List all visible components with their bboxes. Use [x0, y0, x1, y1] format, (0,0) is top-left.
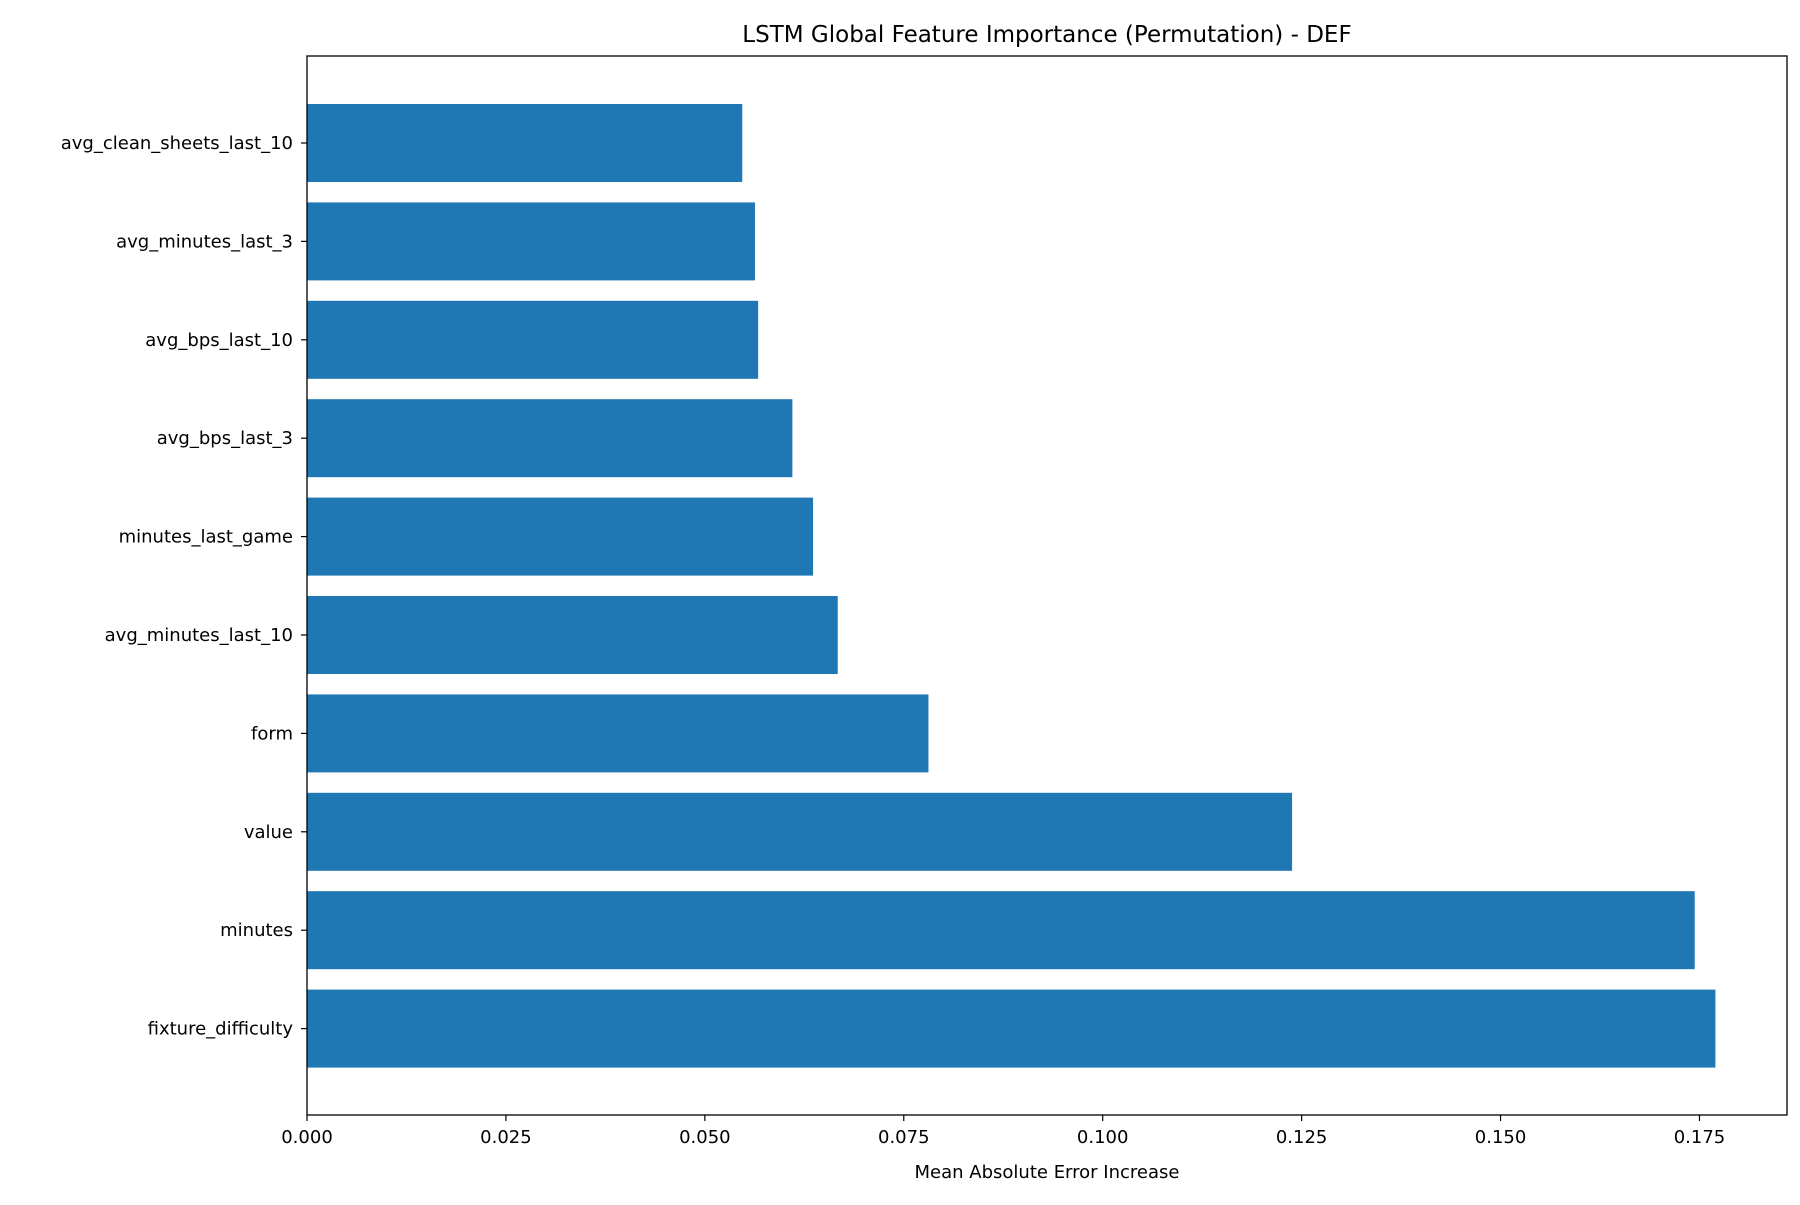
bar-form — [307, 694, 929, 773]
bar-avg_clean_sheets_last_10 — [307, 104, 743, 182]
chart-title: LSTM Global Feature Importance (Permutat… — [742, 22, 1351, 48]
x-tick-label: 0.150 — [1475, 1127, 1527, 1148]
y-axis-ticks: avg_clean_sheets_last_10 avg_minutes_last… — [61, 133, 307, 1040]
x-tick-label: 0.100 — [1077, 1127, 1129, 1148]
bars-layer — [307, 104, 1716, 1068]
x-tick-label: 0.050 — [679, 1127, 731, 1148]
y-tick-label: fixture_difficulty — [148, 1019, 294, 1040]
bar-value — [307, 792, 1293, 871]
y-tick-label: minutes_last_game — [119, 527, 293, 548]
y-tick-label: avg_bps_last_3 — [157, 428, 293, 449]
y-tick-label: minutes — [220, 920, 293, 941]
x-tick-label: 0.125 — [1276, 1127, 1328, 1148]
x-tick-label: 0.000 — [281, 1127, 333, 1148]
bar-avg_bps_last_3 — [307, 399, 793, 478]
bar-avg_minutes_last_3 — [307, 202, 755, 281]
y-tick-label: avg_minutes_last_3 — [116, 231, 293, 252]
bar-avg_bps_last_10 — [307, 300, 759, 379]
y-tick-label: avg_clean_sheets_last_10 — [61, 133, 293, 154]
x-axis-ticks: 0.000 0.025 0.050 0.075 0.100 0.125 0.150 0.175 — [281, 1115, 1725, 1148]
x-tick-label: 0.175 — [1674, 1127, 1726, 1148]
y-tick-label: value — [244, 822, 293, 843]
x-tick-label: 0.025 — [480, 1127, 532, 1148]
y-tick-label: avg_bps_last_10 — [145, 330, 293, 351]
y-tick-label: form — [251, 723, 293, 744]
bar-minutes_last_game — [307, 497, 814, 576]
y-tick-label: avg_minutes_last_10 — [105, 625, 293, 646]
x-tick-label: 0.075 — [878, 1127, 930, 1148]
axes-frame — [306, 55, 1788, 1116]
bar-avg_minutes_last_10 — [307, 596, 838, 674]
bar-fixture_difficulty — [307, 989, 1716, 1068]
bar-minutes — [307, 891, 1695, 970]
x-axis-label: Mean Absolute Error Increase — [915, 1162, 1180, 1183]
